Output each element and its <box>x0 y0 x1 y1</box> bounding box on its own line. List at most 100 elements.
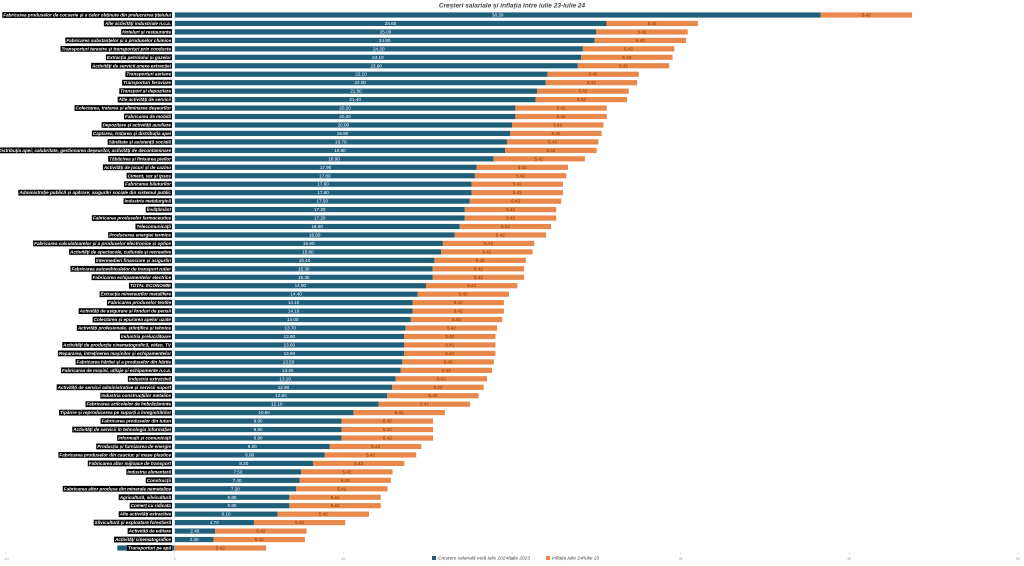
category-label-bg <box>117 96 172 103</box>
category-label-text: Telecomunicații <box>136 224 171 229</box>
data-label: 2.30 <box>190 537 199 542</box>
category-label-bg <box>75 358 172 365</box>
data-label: 15.40 <box>299 258 311 263</box>
data-label: 5.42 <box>648 21 657 26</box>
category-label-bg <box>74 105 172 111</box>
bar-segment <box>215 528 307 534</box>
bar-segment <box>174 215 465 221</box>
category-label: Activități de editare <box>127 528 172 534</box>
bar-segment <box>174 418 342 424</box>
data-label: 15.30 <box>298 266 310 271</box>
category-label: Industria metalurgică <box>123 198 172 205</box>
bar-segment <box>174 113 516 120</box>
data-label: 5.42 <box>482 249 491 254</box>
category-label-text: Extracția minereurilor metalifere <box>101 292 172 297</box>
data-label: 5.42 <box>589 72 598 77</box>
data-label: 4.70 <box>210 520 219 525</box>
data-label: 14.00 <box>287 317 299 322</box>
data-label: 21.40 <box>349 97 361 102</box>
bar-segment <box>341 426 434 433</box>
data-label: 5.42 <box>548 139 557 144</box>
data-label: 5.42 <box>371 444 380 449</box>
data-label: 17.50 <box>317 199 329 204</box>
bar-segment <box>174 325 406 331</box>
data-label: 5.42 <box>331 495 340 500</box>
category-label-text: Activități profesionale, științifice și … <box>77 326 172 331</box>
category-label-bg <box>121 29 172 35</box>
category-label-bg <box>65 37 172 44</box>
bar-segment <box>174 443 330 450</box>
category-label: Construcții <box>145 477 172 484</box>
bar-segment <box>174 240 443 247</box>
bar-segment <box>174 308 413 314</box>
data-label: 10.60 <box>258 410 270 415</box>
data-label: 5.42 <box>454 300 463 305</box>
data-label: 5.42 <box>216 546 225 551</box>
bar-segment <box>353 410 445 416</box>
category-label-text: Ciment, var și ipsos <box>128 173 172 178</box>
category-label-text: Activități de spectacole, culturale și r… <box>69 249 171 254</box>
data-label: 23.90 <box>370 63 382 68</box>
category-label-bg <box>127 375 172 382</box>
data-label: 5.42 <box>552 131 561 136</box>
category-label: Fabricarea produselor de cocserie și a c… <box>2 12 172 18</box>
data-label: 17.60 <box>317 182 329 187</box>
bar-segment <box>405 325 498 331</box>
category-label-text: Agricultură, silvicultură <box>119 495 172 500</box>
bar-segment <box>174 477 300 483</box>
data-label: 5.42 <box>442 368 451 373</box>
category-label-text: Fabricarea produselor textile <box>108 300 172 305</box>
category-label-text: Industria prelucrătoare <box>121 334 171 339</box>
bar-segment <box>174 511 278 517</box>
category-label: Industria extractivă <box>127 375 172 382</box>
category-label-bg <box>126 172 172 179</box>
category-label-text: Activități de producție cinematografică,… <box>62 342 172 347</box>
data-label: 25.60 <box>385 21 397 26</box>
category-label-bg <box>127 528 172 534</box>
data-label: 5.42 <box>331 503 340 508</box>
bar-segment <box>174 130 511 137</box>
data-label: 5.42 <box>447 326 456 331</box>
data-label: 5.42 <box>506 216 515 221</box>
category-label: Industria alimentară <box>126 468 172 475</box>
category-label-text: Transport și depozitare <box>120 89 171 94</box>
bar-segment <box>174 350 405 357</box>
bar-segment <box>324 452 417 458</box>
category-label-text: Industria extractivă <box>129 376 172 381</box>
category-label: Fabricarea produselor din cauciuc și mas… <box>58 452 172 458</box>
data-label: 5.42 <box>546 148 555 153</box>
category-label-text: Fabricarea produselor din tutun <box>102 419 172 424</box>
legend-label: Creștere salarială netă iulie 2024/iulie… <box>438 556 530 562</box>
category-label-bg <box>108 232 172 238</box>
bar-segment <box>174 46 583 52</box>
data-label: 5.42 <box>383 427 392 432</box>
bar-segment <box>378 401 471 407</box>
category-label-text: Transporturi aeriene <box>126 72 171 77</box>
data-label: 19.70 <box>335 139 347 144</box>
category-label-text: Fabricarea calculatoarelor și a produsel… <box>34 241 171 246</box>
bar-segment <box>395 376 488 382</box>
category-label-bg <box>85 401 172 408</box>
category-label-text: Învățământ <box>147 206 172 212</box>
data-label: 21.50 <box>350 89 362 94</box>
data-label: 12.10 <box>271 402 283 407</box>
category-label-text: Depozitare și activități auxiliare <box>103 123 172 128</box>
data-label: 15.80 <box>302 249 314 254</box>
category-label-text: Colectarea și epurarea apelor uzate <box>94 317 172 322</box>
category-label: Activități de servicii anexe extracției <box>91 62 172 69</box>
category-label-text: Colectarea, tratarea și eliminarea deșeu… <box>76 106 172 111</box>
category-label-bg <box>123 198 172 205</box>
category-label-bg <box>91 274 172 281</box>
bar-segment <box>410 316 503 323</box>
category-label-bg <box>126 545 172 551</box>
category-label-text: Alte activități industriale n.c.a. <box>104 21 171 26</box>
bar-segment <box>174 206 465 213</box>
category-label: Telecomunicații <box>135 223 172 230</box>
category-label: Ciment, var și ipsos <box>126 172 172 179</box>
category-label: Învățământ <box>145 206 172 213</box>
bar-segment <box>471 181 563 187</box>
category-label: Fabricarea produselor textile <box>106 299 172 306</box>
category-label: Producția și furnizarea de energie <box>96 443 172 450</box>
category-label-bg <box>106 299 172 306</box>
category-label-bg <box>118 511 172 518</box>
